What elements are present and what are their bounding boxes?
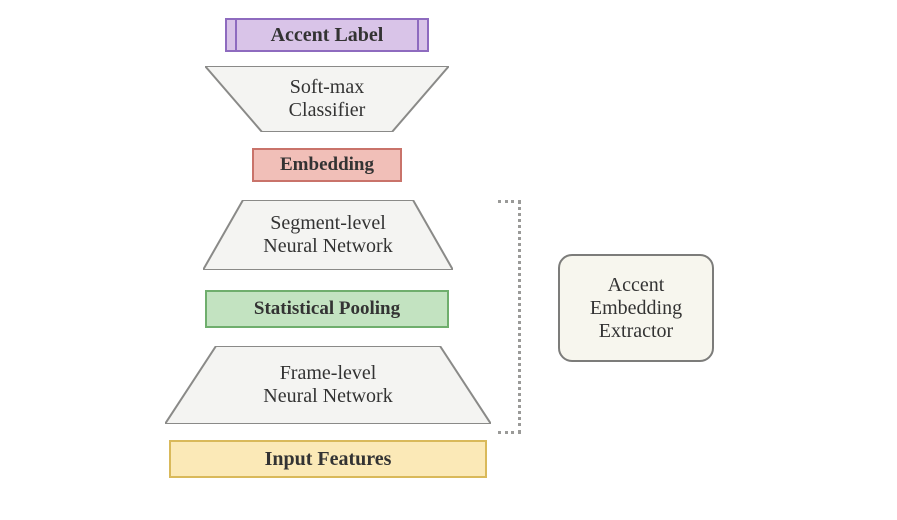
extractor-bracket [498,200,521,434]
pooling-text: Statistical Pooling [254,298,400,320]
segment-nn-block: Segment-levelNeural Network [203,200,453,270]
accent-label-text: Accent Label [271,24,384,47]
segment-nn-text: Segment-levelNeural Network [263,212,392,258]
embedding-text: Embedding [280,154,374,176]
extractor-text: AccentEmbeddingExtractor [590,274,682,343]
frame-nn-text: Frame-levelNeural Network [263,362,392,408]
softmax-text: Soft-maxClassifier [289,76,366,122]
extractor-box: AccentEmbeddingExtractor [558,254,714,362]
pooling-block: Statistical Pooling [205,290,449,328]
input-features-block: Input Features [169,440,487,478]
input-features-text: Input Features [265,448,392,471]
frame-nn-block: Frame-levelNeural Network [165,346,491,424]
embedding-block: Embedding [252,148,402,182]
accent-label-block: Accent Label [225,18,429,52]
diagram-stage: { "canvas": { "w": 897, "h": 520, "bg": … [0,0,897,520]
softmax-block: Soft-maxClassifier [205,66,449,132]
